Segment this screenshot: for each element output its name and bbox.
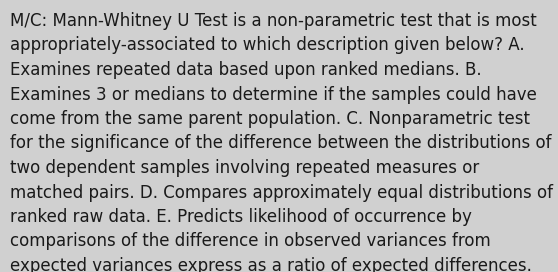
Text: for the significance of the difference between the distributions of: for the significance of the difference b… [10, 134, 551, 153]
Text: comparisons of the difference in observed variances from: comparisons of the difference in observe… [10, 233, 490, 251]
Text: expected variances express as a ratio of expected differences.: expected variances express as a ratio of… [10, 257, 532, 272]
Text: matched pairs. D. Compares approximately equal distributions of: matched pairs. D. Compares approximately… [10, 184, 553, 202]
Text: M/C: Mann-Whitney U Test is a non-parametric test that is most: M/C: Mann-Whitney U Test is a non-parame… [10, 12, 537, 30]
Text: two dependent samples involving repeated measures or: two dependent samples involving repeated… [10, 159, 479, 177]
Text: Examines repeated data based upon ranked medians. B.: Examines repeated data based upon ranked… [10, 61, 482, 79]
Text: Examines 3 or medians to determine if the samples could have: Examines 3 or medians to determine if th… [10, 85, 537, 104]
Text: appropriately-associated to which description given below? A.: appropriately-associated to which descri… [10, 36, 525, 54]
Text: come from the same parent population. C. Nonparametric test: come from the same parent population. C.… [10, 110, 530, 128]
Text: ranked raw data. E. Predicts likelihood of occurrence by: ranked raw data. E. Predicts likelihood … [10, 208, 472, 226]
